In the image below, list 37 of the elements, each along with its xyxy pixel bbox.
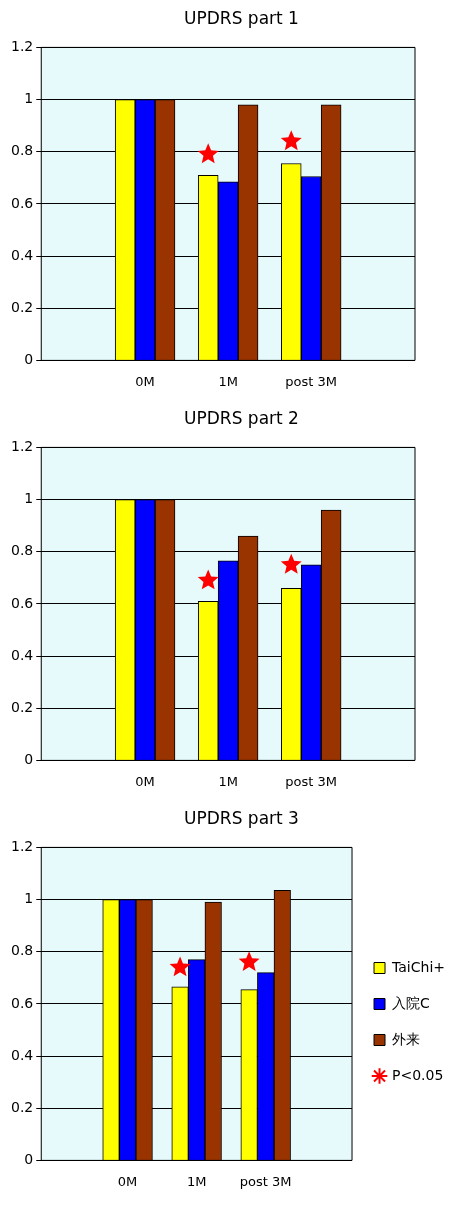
x-tick-label: post 3M bbox=[285, 373, 338, 389]
y-tick-label: 0.2 bbox=[11, 1098, 34, 1115]
y-tick-label: 0.6 bbox=[11, 594, 34, 611]
y-tick-label: 1.2 bbox=[11, 438, 34, 455]
y-tick-label: 0.4 bbox=[11, 1046, 34, 1063]
chart-title: UPDRS part 1 bbox=[183, 8, 300, 30]
x-tick-label: 1M bbox=[186, 1173, 207, 1189]
y-tick-label: 1 bbox=[24, 490, 34, 507]
y-tick-label: 0.8 bbox=[11, 142, 34, 159]
y-tick-label: 1.2 bbox=[11, 838, 34, 855]
legend-label: 入院C bbox=[392, 994, 431, 1011]
x-tick-label: 0M bbox=[135, 373, 155, 389]
x-tick-label: 1M bbox=[218, 773, 238, 789]
y-tick-label: 1.2 bbox=[11, 38, 34, 55]
y-tick-label: 0 bbox=[24, 1151, 34, 1168]
y-tick-label: 1 bbox=[24, 890, 34, 907]
y-tick-label: 0.4 bbox=[11, 246, 34, 263]
y-tick-label: 0.8 bbox=[11, 542, 34, 559]
y-tick-label: 0.8 bbox=[11, 942, 34, 959]
legend-label: TaiChi+ bbox=[391, 958, 446, 975]
y-tick-label: 0.2 bbox=[11, 698, 34, 715]
chart-title: UPDRS part 3 bbox=[183, 808, 300, 830]
x-tick-label: post 3M bbox=[285, 773, 338, 789]
y-tick-label: 0.4 bbox=[11, 646, 34, 663]
legend-label: 外来 bbox=[392, 1030, 421, 1047]
y-tick-label: 0 bbox=[24, 351, 34, 368]
x-tick-label: 1M bbox=[218, 373, 238, 389]
y-tick-label: 0.6 bbox=[11, 994, 34, 1011]
chart-title: UPDRS part 2 bbox=[183, 408, 300, 430]
x-tick-label: 0M bbox=[117, 1173, 138, 1189]
legend-label: P<0.05 bbox=[392, 1066, 444, 1083]
y-tick-label: 0 bbox=[24, 751, 34, 768]
y-tick-label: 1 bbox=[24, 90, 34, 107]
x-tick-label: 0M bbox=[135, 773, 155, 789]
x-tick-label: post 3M bbox=[239, 1173, 292, 1189]
y-tick-label: 0.2 bbox=[11, 298, 34, 315]
y-tick-label: 0.6 bbox=[11, 194, 34, 211]
